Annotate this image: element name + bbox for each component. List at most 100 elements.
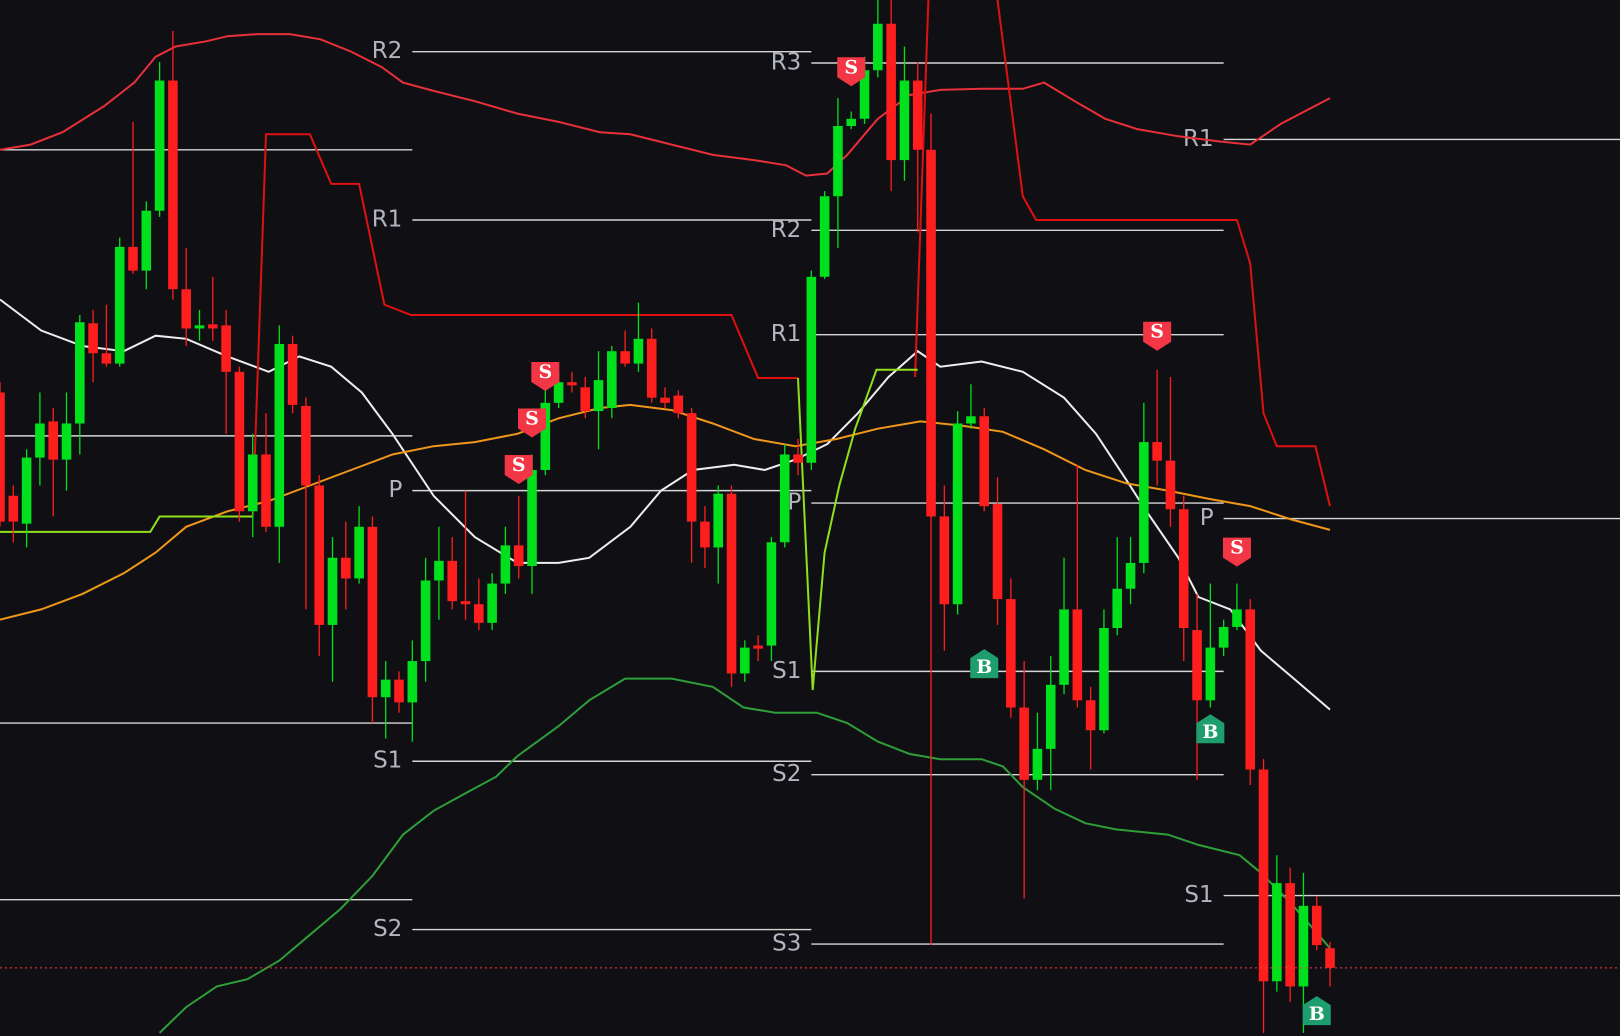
candle-body: [460, 601, 471, 605]
candle-body: [128, 246, 138, 271]
candle-body: [607, 351, 617, 408]
candle-body: [1245, 609, 1256, 770]
candle-body: [1325, 948, 1335, 968]
candle-body: [434, 560, 444, 581]
pivot-label: R2: [372, 38, 403, 64]
candle-body: [1165, 460, 1176, 510]
candle-body: [713, 493, 724, 548]
candle-body: [1152, 442, 1162, 461]
candle-body: [88, 323, 98, 354]
candle-body: [287, 343, 298, 405]
candle-body: [48, 421, 58, 460]
signal-marker: [1143, 321, 1172, 351]
candle-body: [1218, 626, 1229, 648]
candle-body: [1072, 609, 1083, 701]
pivot-label: R2: [771, 217, 802, 243]
candle-body: [1139, 442, 1149, 563]
candle-body: [633, 338, 644, 364]
signal-marker: [518, 408, 547, 438]
pivot-label: R3: [771, 50, 802, 76]
candle-body: [873, 23, 883, 71]
candle-body: [394, 679, 404, 703]
candle-body: [779, 454, 790, 543]
candle-body: [154, 80, 165, 211]
candle-body: [1059, 609, 1069, 685]
candle-body: [261, 454, 271, 527]
candle-body: [1099, 628, 1109, 731]
candle-body: [1125, 562, 1136, 589]
candle-body: [447, 560, 458, 602]
candle-body: [580, 387, 591, 412]
candle-body: [833, 126, 843, 197]
pivot-label: P: [1200, 505, 1214, 531]
candle-body: [912, 80, 923, 150]
candle-body: [274, 343, 285, 527]
candle-body: [114, 246, 125, 364]
candle-body: [793, 454, 803, 463]
candle-body: [726, 493, 737, 674]
candle-body: [939, 516, 950, 605]
candle-body: [952, 423, 963, 605]
candle-body: [168, 80, 178, 290]
signal-marker: [837, 57, 866, 87]
candle-body: [553, 382, 564, 403]
candle-body: [500, 545, 511, 584]
candle-body: [1192, 630, 1202, 701]
candle-body: [380, 679, 391, 698]
candle-body: [992, 504, 1003, 600]
signal-marker: [970, 649, 999, 679]
indicator-line: [158, 677, 1331, 1034]
candle-body: [886, 23, 896, 161]
signal-label: S: [1230, 537, 1244, 559]
candle-body: [141, 210, 152, 271]
pivot-label: P: [787, 490, 801, 516]
candle-body: [61, 423, 72, 460]
candle-body: [766, 542, 777, 646]
candle-body: [8, 495, 19, 522]
candle-body: [35, 423, 45, 458]
pivot-label: S1: [373, 748, 402, 774]
candle-body: [21, 457, 32, 524]
candle-body: [660, 397, 670, 403]
indicator-line: [0, 403, 1331, 621]
candle-body: [194, 325, 205, 329]
candle-body: [247, 454, 258, 512]
candle-body: [354, 526, 364, 579]
indicator-line: [0, 368, 918, 691]
candle-body: [301, 405, 311, 486]
signal-label: S: [512, 454, 526, 476]
candle-body: [1178, 509, 1189, 629]
candle-body: [327, 557, 338, 625]
candle-body: [314, 485, 324, 625]
indicator-line: [0, 33, 1331, 177]
candle-body: [234, 371, 245, 512]
signal-label: S: [525, 407, 539, 429]
pivot-label: R1: [372, 207, 403, 233]
signal-marker: [1222, 537, 1251, 567]
candle-body: [487, 583, 497, 623]
candle-body: [926, 149, 936, 517]
candle-body: [75, 322, 85, 424]
candle-body: [646, 338, 657, 398]
candle-body: [700, 521, 710, 548]
candle-body: [1272, 883, 1282, 982]
candle-body: [979, 416, 990, 507]
pivot-label: S2: [373, 916, 402, 942]
candle-body: [1285, 883, 1295, 987]
pivot-label: S3: [772, 931, 801, 957]
candle-body: [899, 80, 910, 161]
candle-body: [1006, 599, 1016, 708]
candle-body: [1258, 769, 1269, 982]
pivot-label: S2: [772, 761, 801, 787]
candle-body: [540, 402, 551, 470]
candle-body: [1232, 609, 1242, 627]
candle-body: [208, 324, 218, 329]
signal-marker: [504, 454, 533, 484]
signal-label: S: [844, 56, 858, 78]
pivot-label: P: [388, 477, 402, 503]
candle-body: [819, 196, 830, 277]
pivot-label: S1: [1184, 882, 1213, 908]
candle-body: [806, 276, 817, 463]
